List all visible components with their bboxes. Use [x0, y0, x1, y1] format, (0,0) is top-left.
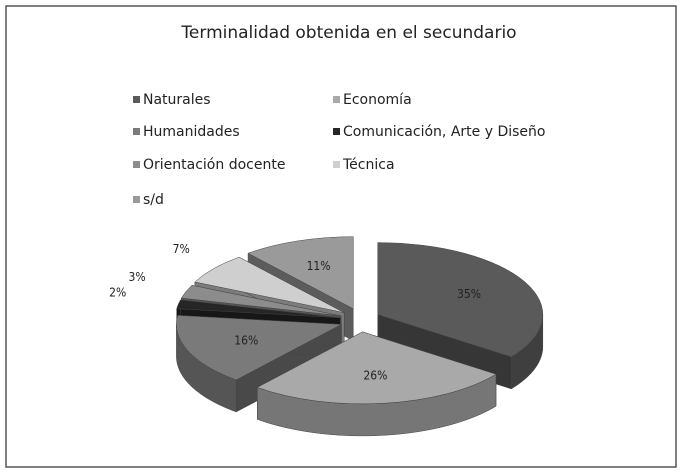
- data-label: 16%: [234, 333, 258, 347]
- legend-label: Humanidades: [143, 124, 240, 140]
- legend-label: Comunicación, Arte y Diseño: [343, 124, 545, 140]
- slice-top: [194, 256, 345, 313]
- slice-top: [247, 236, 354, 310]
- legend-label: s/d: [143, 192, 164, 208]
- data-label: 11%: [307, 259, 331, 273]
- pie-slice: [256, 331, 497, 437]
- legend-swatch: [333, 128, 340, 135]
- data-label: 7%: [173, 242, 190, 256]
- data-label: 26%: [363, 369, 387, 383]
- slice-top: [256, 331, 497, 405]
- legend-label: Orientación docente: [143, 157, 285, 173]
- legend-swatch: [133, 96, 140, 103]
- slice-top: [180, 285, 342, 317]
- data-label: 2%: [109, 285, 126, 299]
- slice-top: [176, 299, 341, 319]
- legend-swatch: [333, 96, 340, 103]
- slice-top: [176, 315, 343, 381]
- legend-label: Técnica: [342, 157, 395, 173]
- slice-top: [377, 242, 544, 358]
- legend-swatch: [133, 161, 140, 168]
- data-label: 35%: [457, 287, 481, 301]
- legend-swatch: [333, 161, 340, 168]
- data-label: 3%: [129, 270, 146, 284]
- legend-label: Economía: [343, 92, 412, 108]
- legend-swatch: [133, 128, 140, 135]
- legend-swatch: [133, 196, 140, 203]
- chart-title: Terminalidad obtenida en el secundario: [180, 23, 516, 43]
- legend-label: Naturales: [143, 92, 211, 108]
